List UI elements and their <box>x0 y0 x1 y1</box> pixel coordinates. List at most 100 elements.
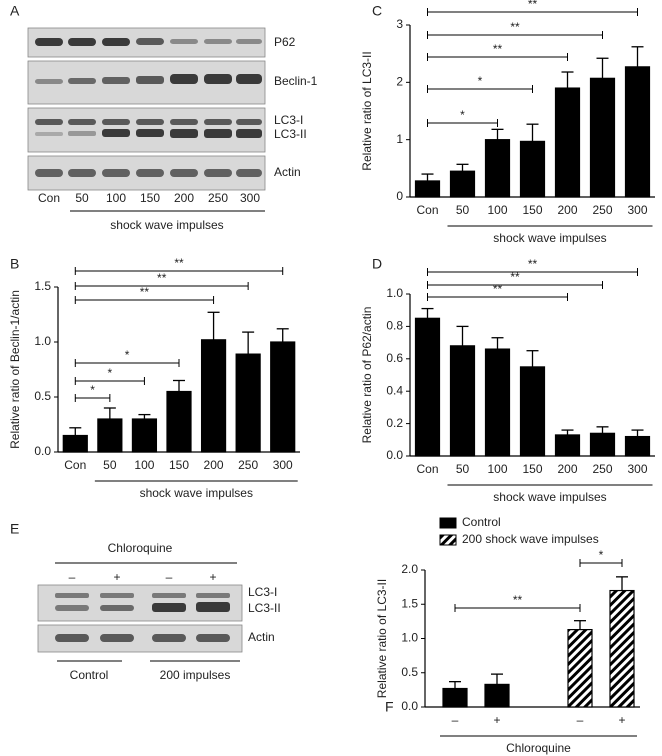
sig-label: * <box>599 548 604 562</box>
y-tick-label: 3 <box>396 17 403 31</box>
x-tick-label: Con <box>64 458 86 472</box>
sig-label: * <box>125 348 130 362</box>
x-tick-label: 200 <box>204 458 224 472</box>
y-tick-label: 0.0 <box>34 444 51 458</box>
bar <box>554 434 581 457</box>
x-tick-label: 250 <box>592 462 612 476</box>
y-tick-label: 0.0 <box>386 448 403 462</box>
sig-label: ** <box>513 593 523 607</box>
panel-letter: B <box>10 256 19 272</box>
x-tick-label: 100 <box>134 458 154 472</box>
x-tick-label: + <box>618 713 625 727</box>
sig-label: * <box>90 383 95 397</box>
sig-label: ** <box>157 271 167 285</box>
lane-label: 100 <box>106 191 126 205</box>
panel-letter: D <box>372 256 382 272</box>
y-axis-label: Relative ratio of LC3-II <box>375 579 389 698</box>
bar <box>449 170 476 198</box>
sig-label: ** <box>140 285 150 299</box>
lane-label: 150 <box>140 191 160 205</box>
panel-letter: E <box>10 521 19 537</box>
y-tick-label: 0.5 <box>401 665 418 679</box>
y-tick-label: 2.0 <box>401 562 418 576</box>
y-tick-label: 1.0 <box>401 631 418 645</box>
x-tick-label: 100 <box>487 462 507 476</box>
bar <box>414 317 441 457</box>
lane-label: Con <box>38 191 60 205</box>
x-tick-label: 250 <box>238 458 258 472</box>
bar <box>235 353 261 453</box>
x-tick-label: 50 <box>456 203 470 217</box>
sig-label: * <box>108 366 113 380</box>
x-tick-label: 150 <box>522 462 542 476</box>
bar <box>554 87 581 198</box>
y-axis-label: Relative ratio of Beclin-1/actin <box>8 290 22 449</box>
y-tick-label: 0.5 <box>34 389 51 403</box>
y-tick-label: 0 <box>396 189 403 203</box>
bar <box>484 683 510 708</box>
panel-letter: F <box>385 699 394 715</box>
x-tick-label: 50 <box>103 458 117 472</box>
bar <box>484 139 511 198</box>
y-tick-label: 1.5 <box>401 596 418 610</box>
bar <box>589 432 616 457</box>
panel-letter: C <box>372 3 382 19</box>
bar <box>414 180 441 198</box>
blot-row-label: LC3-II <box>248 601 281 615</box>
group-label: 200 impulses <box>160 668 231 682</box>
x-tick-label: + <box>493 713 500 727</box>
bar <box>270 341 296 453</box>
blot-row-label: LC3-II <box>274 127 307 141</box>
x-tick-label: Con <box>416 462 438 476</box>
lane-label: 300 <box>240 191 260 205</box>
bar <box>166 390 192 453</box>
blot-e <box>37 562 243 662</box>
y-tick-label: 1 <box>396 132 403 146</box>
x-tick-label: 300 <box>627 203 647 217</box>
x-tick-label: 250 <box>592 203 612 217</box>
blot-row-label: LC3-I <box>248 585 277 599</box>
y-tick-label: 0.2 <box>386 416 403 430</box>
x-label: shock wave impulses <box>493 231 606 245</box>
y-tick-label: 1.0 <box>34 334 51 348</box>
y-axis-label: Relative ratio of LC3-II <box>360 51 374 170</box>
legend-swatch <box>439 517 457 529</box>
lane-label: 50 <box>75 191 89 205</box>
bar <box>449 345 476 457</box>
bar <box>567 628 593 708</box>
panel-letter: A <box>10 3 20 19</box>
bar <box>484 348 511 457</box>
y-tick-label: 1.0 <box>386 286 403 300</box>
x-label: shock wave impulses <box>110 218 223 232</box>
blot-row-label: P62 <box>274 35 296 49</box>
sig-label: ** <box>510 270 520 284</box>
lane-label: + <box>113 570 120 584</box>
bar <box>62 434 88 453</box>
bar <box>609 589 635 708</box>
x-tick-label: 300 <box>273 458 293 472</box>
bar <box>589 77 616 198</box>
x-tick-label: 150 <box>522 203 542 217</box>
x-tick-label: 200 <box>557 462 577 476</box>
lane-label: 250 <box>208 191 228 205</box>
sig-label: ** <box>493 282 503 296</box>
y-tick-label: 0.6 <box>386 351 403 365</box>
blot-row-label: Actin <box>248 630 275 644</box>
blot-title: Chloroquine <box>108 541 173 555</box>
legend-swatch <box>439 534 457 546</box>
lane-label: – <box>69 570 76 584</box>
sig-label: ** <box>510 20 520 34</box>
blot-row-label: Beclin-1 <box>274 74 318 88</box>
lane-label: 200 <box>174 191 194 205</box>
bar <box>519 140 546 198</box>
x-label: shock wave impulses <box>140 486 253 500</box>
sig-label: ** <box>528 257 538 271</box>
sig-label: * <box>478 74 483 88</box>
y-tick-label: 1.5 <box>34 279 51 293</box>
lane-label: + <box>209 570 216 584</box>
x-tick-label: Con <box>416 203 438 217</box>
sig-label: ** <box>528 0 538 11</box>
x-tick-label: 50 <box>456 462 470 476</box>
bar <box>200 339 227 453</box>
x-tick-label: – <box>577 713 584 727</box>
